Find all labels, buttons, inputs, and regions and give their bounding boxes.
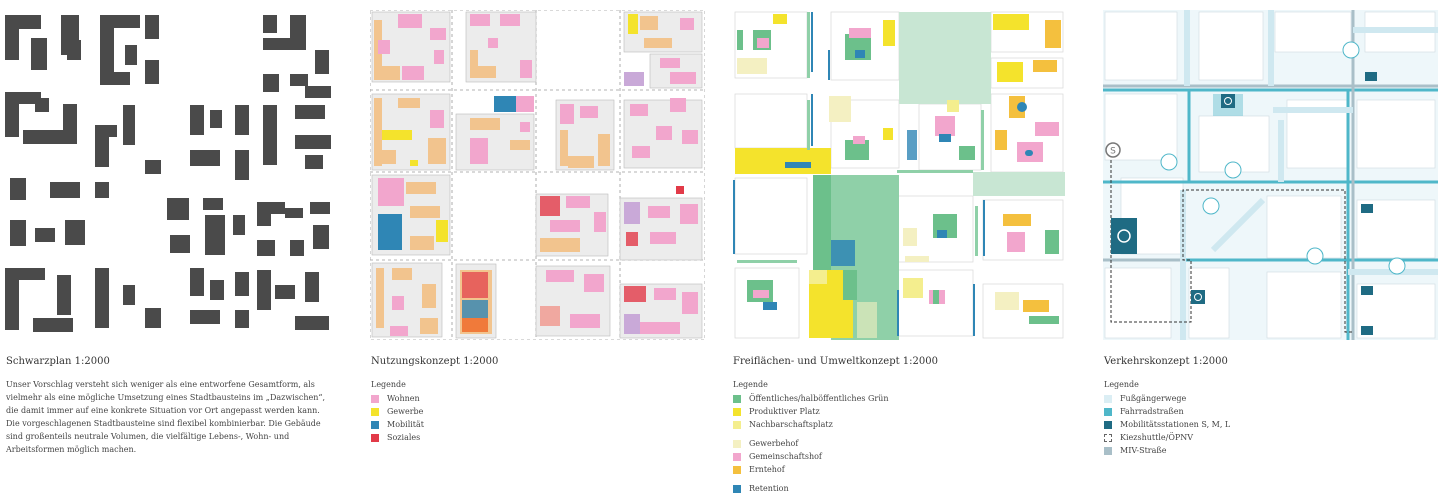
schwarzplan-map — [5, 15, 331, 332]
mobility-station-m — [1191, 290, 1205, 304]
legend-label: Fahrradstraßen — [1120, 407, 1184, 416]
verkehrskonzept-map: S — [1103, 10, 1438, 340]
legend-item-mobilitaet: Mobilität — [371, 418, 424, 431]
legend-label: Fußgängerwege — [1120, 394, 1187, 403]
panel-verkehrskonzept: S — [1103, 10, 1438, 340]
bike-icon — [1224, 161, 1242, 179]
legend-item-nachbarschaftsplatz: Nachbarschaftsplatz — [733, 418, 888, 431]
legend-title: Legende — [733, 380, 768, 389]
legend-swatch — [733, 484, 741, 493]
legend-item-kiezshuttle: Kiezshuttle/ÖPNV — [1104, 431, 1230, 444]
legend-swatch — [1104, 420, 1112, 429]
legend-label: Kiezshuttle/ÖPNV — [1120, 433, 1194, 442]
legend-swatch — [1104, 394, 1112, 403]
legend-label: Wohnen — [387, 394, 420, 403]
bike-icon — [1342, 41, 1360, 59]
legend-label: Gewerbe — [387, 407, 424, 416]
legend-item-soziales: Soziales — [371, 431, 424, 444]
bike-icons — [1202, 41, 1406, 275]
mobility-stations — [1111, 72, 1377, 335]
legend-swatch — [733, 420, 741, 429]
legend-swatch — [733, 394, 741, 403]
legend-swatch — [371, 433, 379, 442]
legend-item-wohnen: Wohnen — [371, 392, 424, 405]
legend-item-gemeinschaftshof: Gemeinschaftshof — [733, 450, 888, 463]
legend-label: Öffentliches/halböffentliches Grün — [749, 394, 889, 403]
retention-lines — [733, 12, 985, 336]
mobility-station-l — [1111, 218, 1137, 254]
legend-label: Gemeinschaftshof — [749, 452, 822, 461]
bike-icon — [1388, 257, 1406, 275]
schwarzplan-title: Schwarzplan 1:2000 — [6, 356, 110, 367]
legend-item-mobilitaetsstationen: Mobilitätsstationen S, M, L — [1104, 418, 1230, 431]
legend-swatch — [371, 407, 379, 416]
legend-item-retention: Retention — [733, 482, 888, 495]
legend-label: Erntehof — [749, 465, 785, 474]
legend-swatch — [371, 420, 379, 429]
panel-nutzungskonzept — [370, 10, 705, 340]
legend-item-gewerbe: Gewerbe — [371, 405, 424, 418]
legend-swatch — [1104, 407, 1112, 416]
bike-icon — [1202, 197, 1220, 215]
legend-item-fahrradstrassen: Fahrradstraßen — [1104, 405, 1230, 418]
legend-swatch — [1104, 446, 1112, 455]
legend-swatch — [733, 452, 741, 461]
buildings — [5, 15, 331, 332]
bike-icon — [1306, 247, 1324, 265]
nutzungskonzept-legend: Legende Wohnen Gewerbe Mobilität Soziale… — [371, 380, 424, 444]
bus-icon — [1160, 153, 1178, 171]
legend-label: Produktiver Platz — [749, 407, 820, 416]
mobility-station-s — [1365, 72, 1377, 81]
verkehrskonzept-title: Verkehrskonzept 1:2000 — [1104, 356, 1228, 367]
freiflaechen-title: Freiflächen- und Umweltkonzept 1:2000 — [733, 356, 938, 367]
blocks — [371, 11, 703, 339]
legend-item-gewerbehof: Gewerbehof — [733, 437, 888, 450]
mobility-station-s — [1361, 326, 1373, 335]
legend-label: Nachbarschaftsplatz — [749, 420, 833, 429]
legend-label: Retention — [749, 484, 789, 493]
legend-title: Legende — [371, 380, 406, 389]
legend-swatch — [733, 465, 741, 474]
freiflaechen-map — [733, 11, 1065, 340]
green-strip — [973, 172, 1065, 196]
nutzungskonzept-map — [370, 10, 705, 340]
sbahn-icon — [1105, 142, 1121, 158]
mobility-station-m — [1221, 94, 1235, 108]
sbahn-label: S — [1110, 147, 1116, 157]
freiflaechen-legend: Legende Öffentliches/halböffentliches Gr… — [733, 380, 888, 495]
legend-swatch — [733, 407, 741, 416]
kiezshuttle-route — [1110, 160, 1353, 333]
legend-swatch — [733, 439, 741, 448]
mobility-station-s — [1361, 204, 1373, 213]
legend-label: Mobilität — [387, 420, 425, 429]
verkehrskonzept-legend: Legende Fußgängerwege Fahrradstraßen Mob… — [1104, 380, 1230, 457]
legend-item-fussgaengerwege: Fußgängerwege — [1104, 392, 1230, 405]
legend-title: Legende — [1104, 380, 1139, 389]
panel-freiflaechen — [733, 10, 1068, 340]
green-park — [899, 12, 991, 104]
schwarzplan-description: Unser Vorschlag versteht sich weniger al… — [6, 378, 336, 456]
green-lines — [737, 12, 984, 263]
legend-item-miv-strasse: MIV-Straße — [1104, 444, 1230, 457]
legend-item-produktiver-platz: Produktiver Platz — [733, 405, 888, 418]
legend-item-gruen: Öffentliches/halböffentliches Grün — [733, 392, 888, 405]
legend-label: Soziales — [387, 433, 421, 442]
legend-label: Gewerbehof — [749, 439, 799, 448]
legend-item-erntehof: Erntehof — [733, 463, 888, 476]
legend-label: Mobilitätsstationen S, M, L — [1120, 420, 1231, 429]
legend-swatch — [371, 394, 379, 403]
description-text: Unser Vorschlag versteht sich weniger al… — [6, 380, 326, 454]
legend-swatch — [1104, 433, 1112, 442]
panel-schwarzplan — [5, 10, 340, 340]
open-spaces — [735, 14, 1061, 338]
nutzungskonzept-title: Nutzungskonzept 1:2000 — [371, 356, 499, 367]
legend-label: MIV-Straße — [1120, 446, 1167, 455]
building-blocks — [1104, 11, 1436, 339]
use-blocks — [374, 14, 698, 336]
mobility-station-s — [1361, 286, 1373, 295]
